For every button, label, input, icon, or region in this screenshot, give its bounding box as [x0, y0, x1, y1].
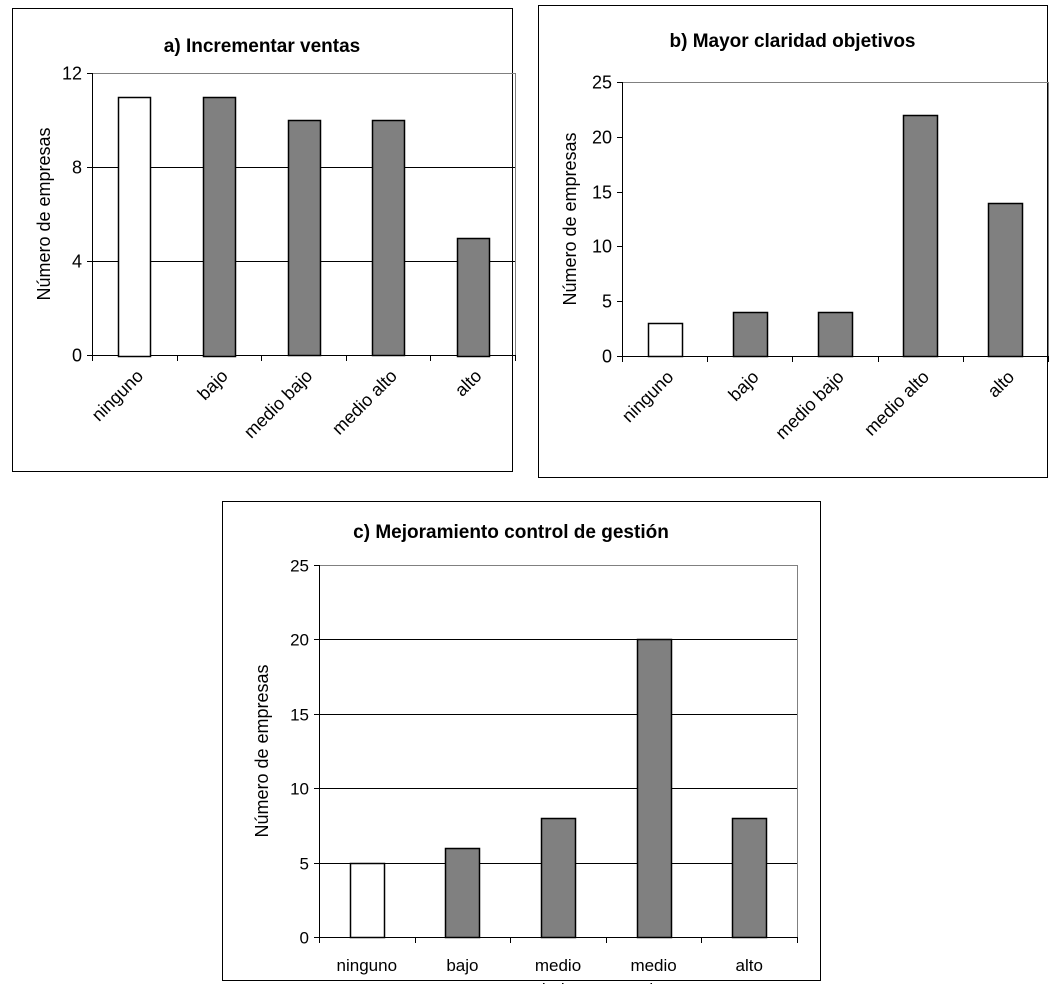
- y-tick-label: 25: [290, 557, 309, 576]
- bar: [647, 322, 684, 358]
- y-axis-label: Número de empresas: [560, 132, 580, 305]
- y-tick-label: 4: [72, 252, 82, 272]
- bar: [987, 202, 1024, 358]
- x-tick-label: bajo: [724, 367, 762, 405]
- y-tick-label: 0: [72, 346, 82, 366]
- y-tick-label: 10: [290, 780, 309, 799]
- chart-frame: [222, 501, 821, 981]
- x-tick-label: medio alto: [860, 367, 933, 440]
- bar: [202, 96, 237, 358]
- y-tick-label: 5: [602, 292, 612, 312]
- y-tick-label: 25: [592, 73, 612, 93]
- x-tick-label: alto: [984, 367, 1019, 402]
- y-tick-label: 0: [300, 929, 309, 948]
- y-tick-label: 15: [290, 706, 309, 725]
- chart-panel-1: 0 4 8 12 ninguno bajo medio bajo medio alto alto…: [12, 8, 516, 472]
- y-tick-label: 8: [72, 158, 82, 178]
- x-tick-label: alto: [735, 956, 762, 975]
- bar: [444, 847, 481, 939]
- x-tick-label: ninguno: [88, 366, 147, 425]
- y-tick-label: 20: [290, 631, 309, 650]
- y-tick-label: 12: [62, 64, 82, 84]
- x-tick-label: ninguno: [618, 367, 677, 426]
- bar: [117, 96, 152, 358]
- x-tick-label: alto: [451, 366, 486, 401]
- bar: [349, 862, 386, 939]
- chart-title: b) Mayor claridad objetivos: [670, 31, 916, 52]
- y-axis-label: Número de empresas: [252, 664, 272, 837]
- y-tick-label: 5: [300, 855, 309, 874]
- bar: [732, 311, 769, 358]
- bar: [902, 114, 939, 358]
- chart-panel-2: 0 5 10 15 20 25 ninguno bajo medio bajo medio alt…: [538, 5, 1049, 478]
- bar: [287, 119, 322, 357]
- x-tick-label: ninguno: [337, 956, 398, 975]
- x-tick-label: medio bajo: [240, 366, 316, 442]
- chart-title: c) Mejoramiento control de gestión: [353, 522, 669, 543]
- bar: [817, 311, 854, 358]
- x-tick-label: medio bajo: [771, 367, 847, 443]
- bar: [456, 237, 491, 358]
- bar: [636, 638, 673, 939]
- y-axis-label: Número de empresas: [34, 127, 54, 300]
- chart-frame: [12, 8, 513, 472]
- y-tick-label: 10: [592, 237, 612, 257]
- bar: [371, 119, 406, 357]
- x-tick-label: bajo: [194, 366, 232, 404]
- x-tick-label: bajo: [446, 956, 478, 975]
- chart-frame: [538, 5, 1048, 478]
- x-tick-label: medio alto: [328, 366, 401, 439]
- bar: [540, 817, 577, 939]
- bar: [731, 817, 768, 939]
- y-tick-label: 15: [592, 183, 612, 203]
- y-tick-label: 20: [592, 128, 612, 148]
- chart-title: a) Incrementar ventas: [164, 36, 360, 57]
- y-tick-label: 0: [602, 347, 612, 367]
